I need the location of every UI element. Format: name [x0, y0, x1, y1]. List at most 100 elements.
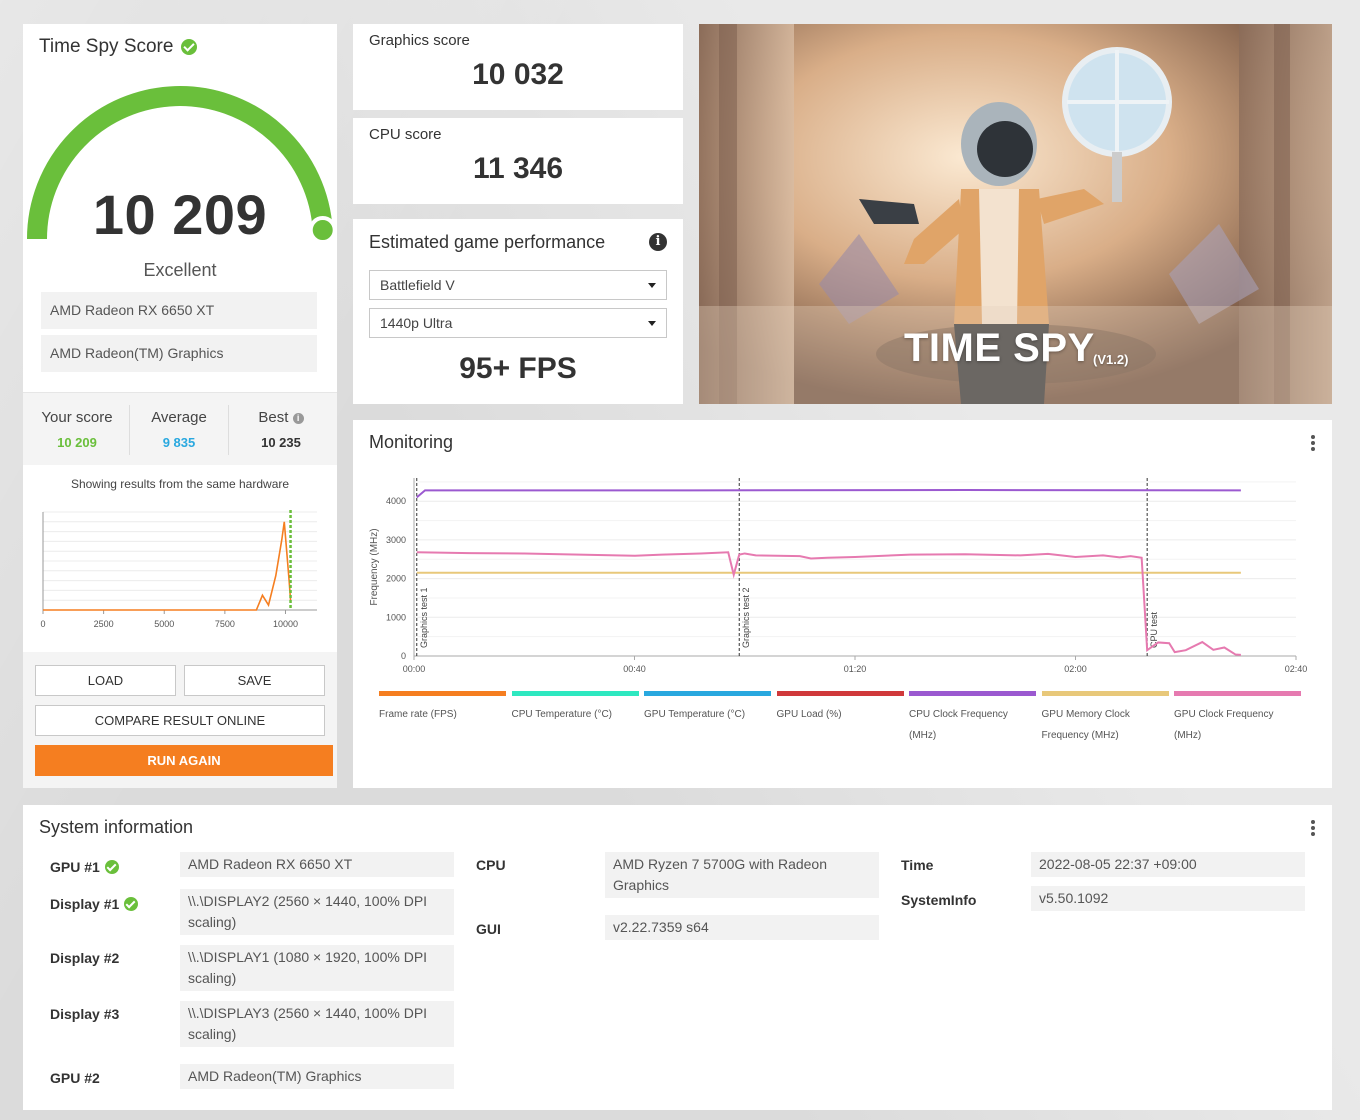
actions-panel: LOAD SAVE COMPARE RESULT ONLINE RUN AGAI… [23, 652, 337, 788]
legend-swatch [644, 691, 771, 696]
legend-label: GPU Memory Clock Frequency (MHz) [1041, 709, 1130, 741]
x-tick-label: 0 [40, 619, 45, 629]
score-rating: Excellent [143, 260, 217, 280]
banner-artwork [699, 24, 1332, 404]
x-tick-label: 01:20 [844, 664, 867, 674]
average-stat: Average 9 835 [141, 409, 217, 450]
compare-online-button[interactable]: COMPARE RESULT ONLINE [35, 705, 325, 736]
systeminfo-value: v5.50.1092 [1031, 886, 1305, 911]
hardware-igpu: AMD Radeon(TM) Graphics [41, 335, 317, 372]
graphics-score-value: 10 032 [472, 58, 564, 91]
score-gauge [27, 86, 337, 245]
hardware-gpu: AMD Radeon RX 6650 XT [41, 292, 317, 329]
benchmark-version: (V1.2) [1093, 352, 1129, 367]
legend-swatch [1041, 691, 1169, 696]
systeminfo-label: SystemInfo [901, 892, 977, 908]
y-tick-label: 2000 [386, 574, 406, 584]
best-label: Best [258, 409, 289, 426]
save-button[interactable]: SAVE [184, 665, 325, 696]
best-value: 10 235 [261, 435, 301, 450]
legend-swatch [1174, 691, 1301, 696]
display2-label: Display #2 [50, 950, 120, 966]
x-tick-label: 7500 [215, 619, 235, 629]
best-label-row: Best i [241, 409, 321, 426]
score-comparison: Your score 10 209 Average 9 835 Best i 1… [23, 392, 337, 465]
legend-label: Frame rate (FPS) [379, 709, 457, 720]
system-information-card: System information GPU #1 AMD Radeon RX … [23, 805, 1332, 1110]
estimated-performance-card: Estimated game performance i Battlefield… [353, 219, 683, 404]
legend-swatch [511, 691, 639, 696]
your-score-stat: Your score 10 209 [37, 409, 117, 450]
display1-label-row: Display #1 [50, 896, 139, 912]
display3-value: \\.\DISPLAY3 (2560 × 1440, 100% DPI scal… [180, 1001, 454, 1047]
run-again-button[interactable]: RUN AGAIN [35, 745, 333, 776]
time-value: 2022-08-05 22:37 +09:00 [1031, 852, 1305, 877]
series-line [416, 551, 1241, 656]
x-tick-label: 00:40 [623, 664, 646, 674]
your-score-value: 10 209 [57, 435, 97, 450]
score-card: Time Spy Score 10 209 Excellent AMD Rade… [23, 24, 337, 788]
series-line [416, 488, 1241, 499]
resolution-select-value: 1440p Ultra [380, 315, 453, 331]
display1-value: \\.\DISPLAY2 (2560 × 1440, 100% DPI scal… [180, 889, 454, 935]
more-options-icon[interactable] [1311, 435, 1315, 453]
display2-value: \\.\DISPLAY1 (1080 × 1920, 100% DPI scal… [180, 945, 454, 991]
game-select[interactable]: Battlefield V [369, 270, 667, 300]
average-label: Average [151, 409, 207, 426]
graphics-score-label: Graphics score [369, 32, 470, 49]
overall-score: 10 209 [92, 183, 268, 246]
test-marker-label: Graphics test 2 [741, 587, 751, 648]
best-stat: Best i 10 235 [241, 409, 321, 450]
legend-item[interactable]: GPU Memory Clock Frequency (MHz) [1041, 691, 1169, 746]
estimated-title: Estimated game performance [369, 232, 606, 252]
cpu-value: AMD Ryzen 7 5700G with Radeon Graphics [605, 852, 879, 898]
divider [129, 405, 130, 455]
test-marker-label: CPU test [1149, 611, 1159, 648]
y-tick-label: 4000 [386, 496, 406, 506]
display3-label: Display #3 [50, 1006, 120, 1022]
cpu-score-value: 11 346 [472, 152, 564, 185]
legend-item[interactable]: CPU Temperature (°C) [511, 691, 639, 725]
y-tick-label: 1000 [386, 612, 406, 622]
legend-label: GPU Load (%) [776, 709, 842, 720]
test-marker-label: Graphics test 1 [419, 587, 429, 648]
legend-item[interactable]: GPU Temperature (°C) [644, 691, 771, 725]
x-tick-label: 00:00 [403, 664, 426, 674]
gui-value: v2.22.7359 s64 [605, 915, 879, 940]
y-axis-label: Frequency (MHz) [369, 528, 380, 605]
display1-label: Display #1 [50, 896, 120, 912]
game-select-value: Battlefield V [380, 277, 455, 293]
cpu-score-card: CPU score 11 346 [353, 118, 683, 204]
x-tick-label: 5000 [154, 619, 174, 629]
cpu-score-label: CPU score [369, 126, 442, 143]
legend-item[interactable]: GPU Clock Frequency (MHz) [1174, 691, 1301, 746]
legend-label: CPU Temperature (°C) [511, 709, 613, 720]
x-tick-label: 2500 [94, 619, 114, 629]
banner-title-strip [699, 306, 1332, 404]
average-value: 9 835 [162, 435, 196, 450]
score-title-row: Time Spy Score [39, 36, 198, 58]
gauge-knob [308, 216, 337, 245]
resolution-select[interactable]: 1440p Ultra [369, 308, 667, 338]
legend-swatch [776, 691, 904, 696]
legend-swatch [379, 691, 506, 696]
info-icon[interactable]: i [292, 413, 304, 424]
monitoring-title: Monitoring [369, 432, 454, 452]
monitoring-chart: 0 1000 2000 3000 4000 00:00 00:40 01:20 02:00 02:… [369, 478, 1307, 674]
distribution-line [43, 521, 292, 611]
legend-item[interactable]: Frame rate (FPS) [379, 691, 506, 725]
caret-down-icon [648, 321, 656, 326]
caret-down-icon [648, 283, 656, 288]
benchmark-title: TIME SPY [904, 326, 1095, 370]
info-icon[interactable]: i [649, 233, 667, 251]
gauge-arc [27, 86, 333, 240]
legend-item[interactable]: GPU Load (%) [776, 691, 904, 725]
cpu-label: CPU [476, 857, 506, 873]
distribution-caption: Showing results from the same hardware [70, 477, 290, 491]
legend-item[interactable]: CPU Clock Frequency (MHz) [909, 691, 1036, 746]
monitoring-card: Monitoring 0 1000 2000 3000 4000 00:00 00:40 01… [353, 420, 1332, 788]
load-button[interactable]: LOAD [35, 665, 176, 696]
benchmark-banner: TIME SPY (V1.2) [699, 24, 1332, 404]
more-options-icon[interactable] [1311, 820, 1315, 838]
check-icon [104, 860, 119, 874]
